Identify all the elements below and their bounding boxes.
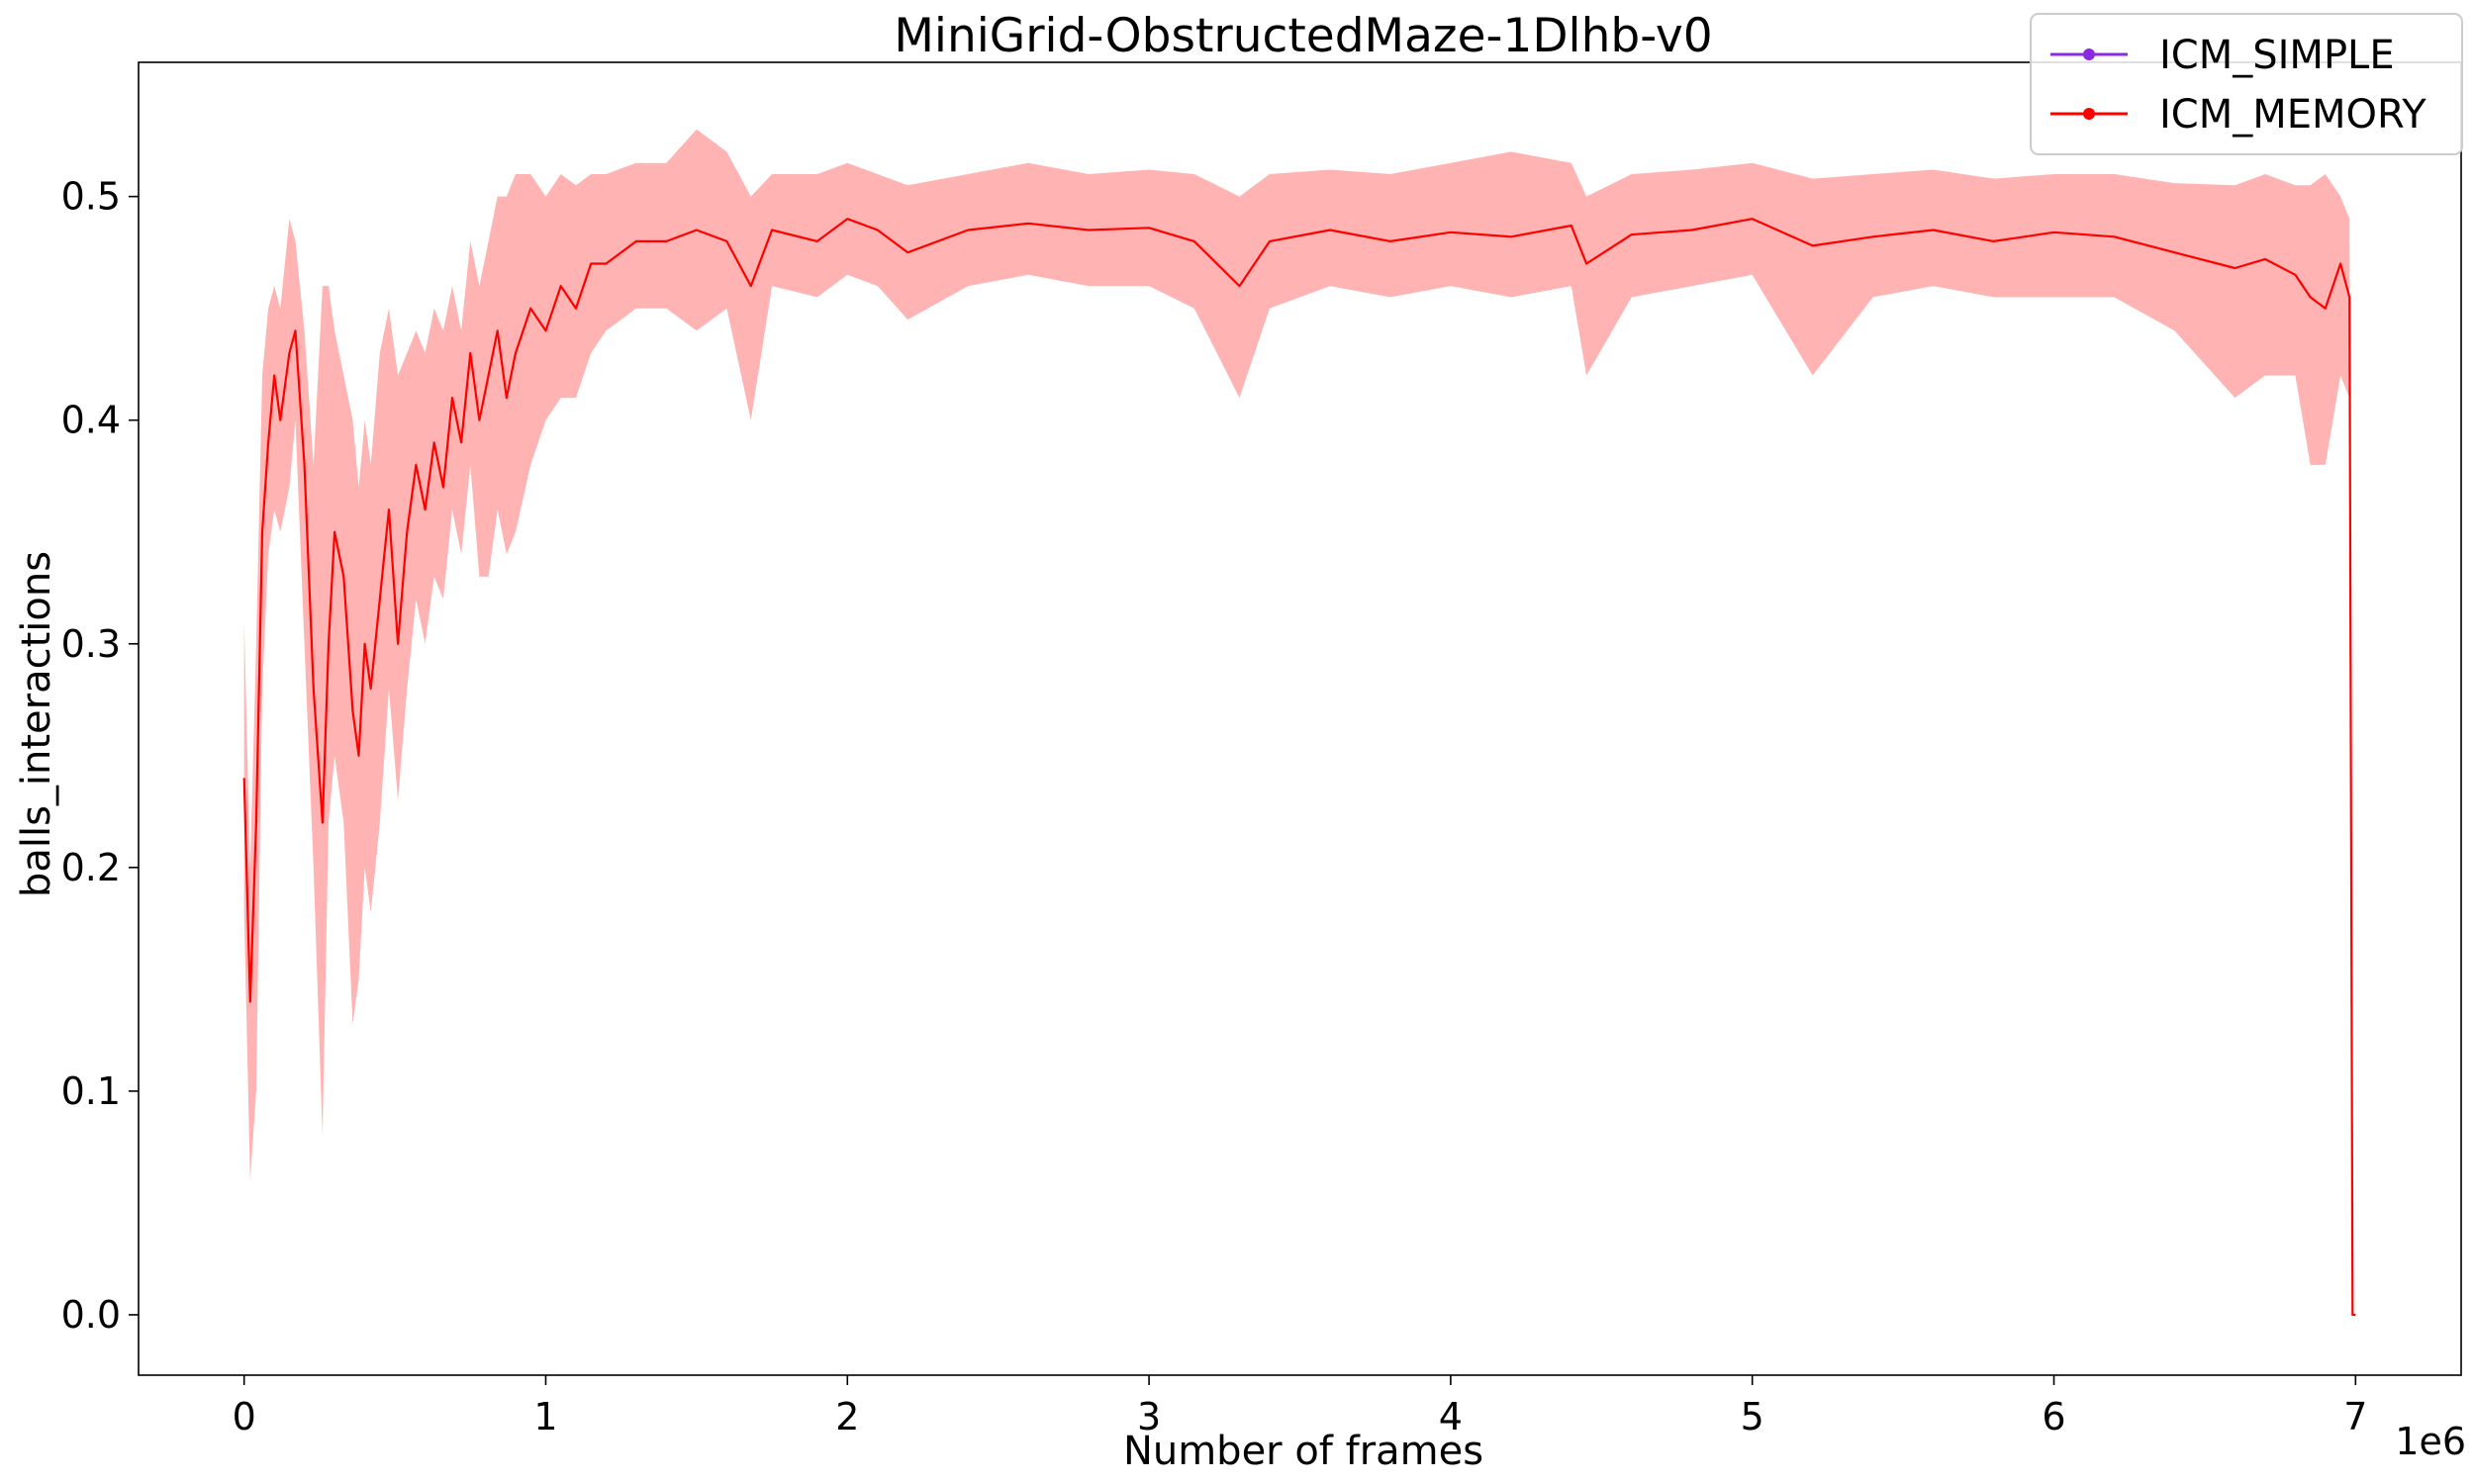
x-axis-label: Number of frames: [1123, 1429, 1483, 1474]
chart-title: MiniGrid-ObstructedMaze-1Dlhb-v0: [894, 9, 1712, 63]
x-tick-label: 7: [2343, 1395, 2367, 1438]
x-tick-label: 1: [533, 1395, 557, 1438]
x-tick-label: 2: [835, 1395, 859, 1438]
y-tick-label: 0.2: [61, 846, 121, 889]
series-band-icm-memory: [243, 129, 2356, 1315]
plot-area: [242, 129, 2356, 1317]
y-tick-label: 0.1: [61, 1069, 121, 1113]
legend-box: [2030, 13, 2463, 155]
x-tick-label: 3: [1137, 1395, 1161, 1438]
legend-label-icm-simple: ICM_SIMPLE: [2159, 33, 2395, 78]
ticks: 0 1 2 3 4 5 6 7 0.0 0.1 0.2 0.3 0.4 0.5: [61, 175, 2368, 1438]
legend: ICM_SIMPLE ICM_MEMORY: [2030, 13, 2463, 155]
x-tick-label: 4: [1439, 1395, 1463, 1438]
axes-frame: [138, 61, 2462, 1376]
x-tick-label: 6: [2042, 1395, 2065, 1438]
x-tick-label: 0: [233, 1395, 256, 1438]
x-axis-offset-text: 1e6: [2395, 1420, 2466, 1463]
y-axis-label: balls_interactions: [14, 551, 59, 897]
y-tick-label: 0.0: [61, 1293, 121, 1337]
legend-marker-icm-simple: [2083, 48, 2095, 60]
series-line-icm-memory: [242, 218, 2356, 1317]
y-tick-label: 0.5: [61, 175, 121, 219]
legend-label-icm-memory: ICM_MEMORY: [2159, 92, 2426, 138]
legend-marker-icm-memory: [2083, 108, 2095, 120]
y-tick-label: 0.4: [61, 399, 121, 442]
y-tick-label: 0.3: [61, 622, 121, 666]
x-tick-label: 5: [1741, 1395, 1764, 1438]
